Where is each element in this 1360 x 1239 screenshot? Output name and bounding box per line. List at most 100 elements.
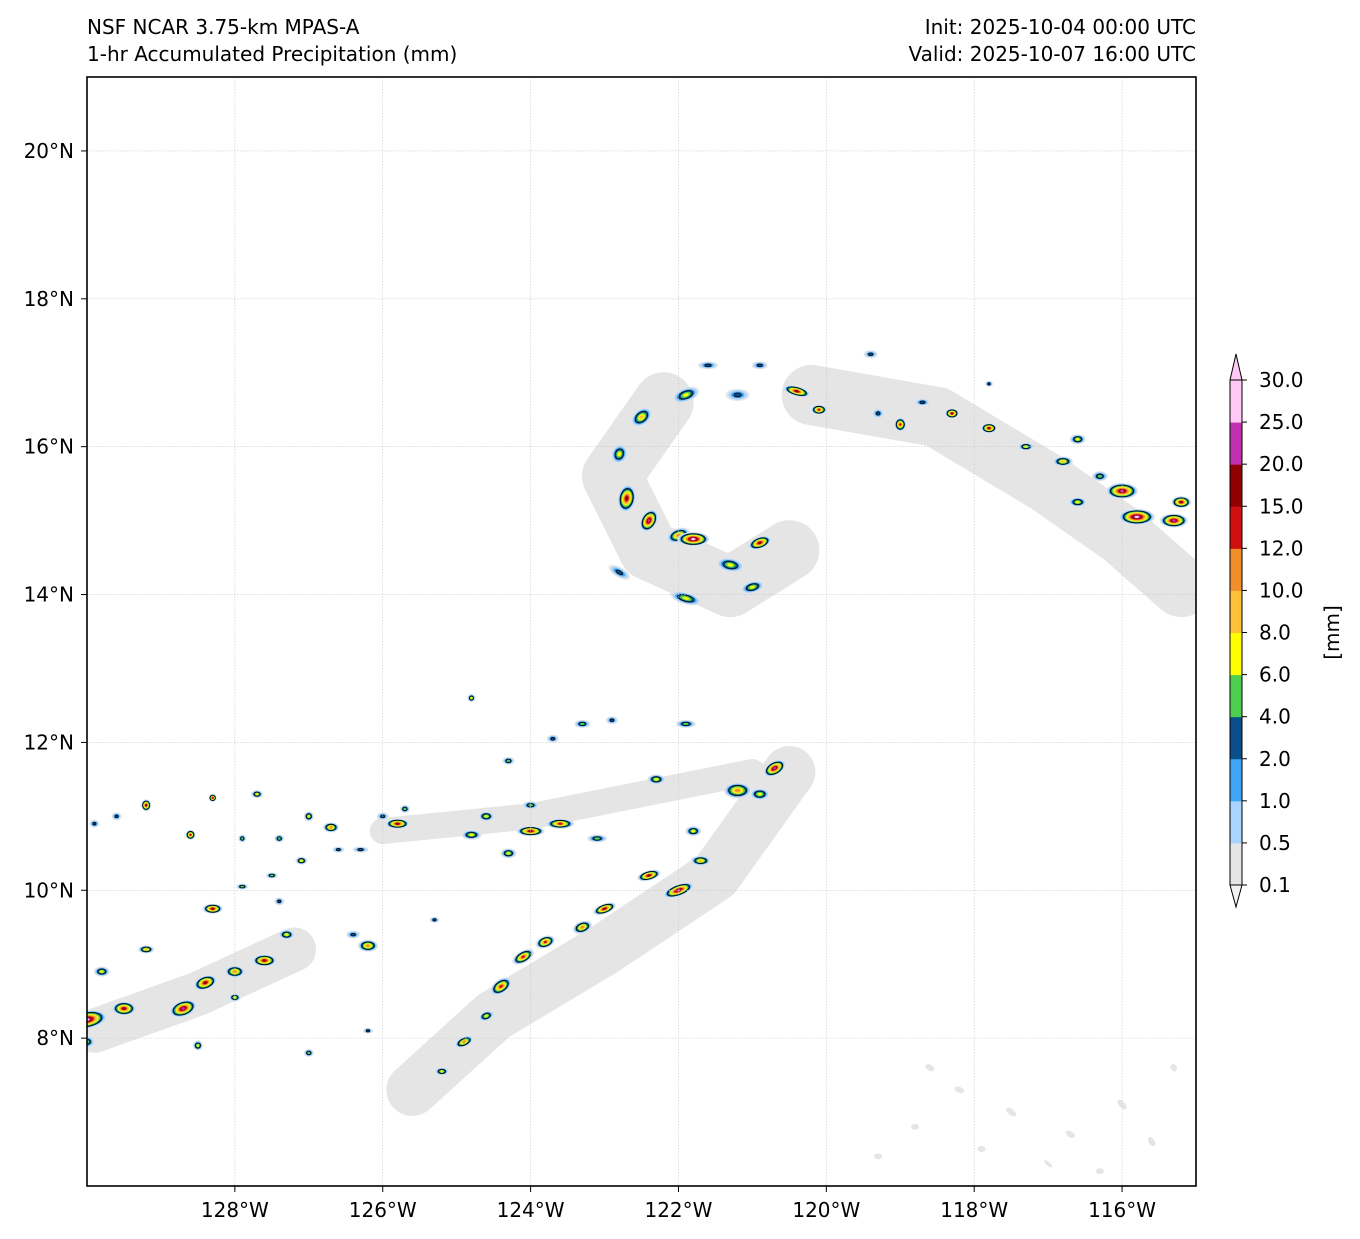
precip-cell [546, 818, 575, 829]
colorbar-tick-label: 4.0 [1259, 705, 1291, 729]
colorbar-tick-label: 10.0 [1259, 578, 1304, 602]
precip-cell [352, 846, 369, 853]
precip-cell [236, 883, 249, 890]
precip-cell [617, 484, 636, 513]
precip-cell [723, 782, 752, 799]
precip-cell [454, 1035, 474, 1049]
precip-cell [500, 848, 517, 859]
precip-cell [322, 822, 339, 833]
precip-cell [637, 869, 661, 882]
precip-cell [980, 423, 997, 434]
precip-cell [111, 1001, 136, 1016]
precip-cell [546, 734, 559, 743]
precip-cell [295, 856, 308, 865]
precip-cell [251, 790, 264, 799]
precip-cell [461, 829, 482, 840]
precip-cell [914, 398, 931, 407]
lon-tick-label: 126°W [349, 1198, 417, 1222]
precip-cell [202, 903, 223, 914]
precip-cell [535, 935, 556, 949]
colorbar-segment [1230, 716, 1242, 760]
precip-cell [357, 939, 378, 952]
precip-cell [1006, 1107, 1017, 1117]
map-frame [86, 76, 1197, 1187]
precip-cell [1117, 1099, 1127, 1110]
precip-cell [1052, 456, 1073, 467]
precip-cell [346, 930, 361, 939]
precip-cell [1068, 497, 1087, 508]
precip-cell [1118, 508, 1155, 525]
colorbar-tick-label: 15.0 [1259, 494, 1304, 518]
precip-cell [252, 954, 277, 967]
precip-cell [587, 834, 608, 843]
precip-cell [522, 801, 539, 810]
precip-cell [332, 846, 345, 853]
precip-cell [303, 811, 314, 822]
precip-cell [399, 804, 410, 813]
colorbar-tick-label: 6.0 [1259, 663, 1291, 687]
precip-cell [1170, 1063, 1178, 1072]
precip-cell [478, 1010, 494, 1022]
precip-cell [467, 694, 476, 703]
precip-cell [698, 361, 719, 370]
precip-cell [274, 834, 285, 843]
light-precip-shield [781, 364, 1196, 618]
light-precip-shield [369, 758, 766, 845]
colorbar-unit-label: [mm] [1320, 605, 1344, 660]
lon-tick-label: 128°W [201, 1198, 269, 1222]
colorbar: 0.1 0.5 1.0 2.0 4.0 6.0 8.0 10.0 12.0 15.0 20.0 25.… [1229, 353, 1344, 909]
precip-cell [169, 999, 197, 1018]
colorbar-segment [1230, 506, 1242, 549]
precip-cell [1017, 442, 1034, 451]
precip-cell [783, 385, 811, 398]
precip-cell [208, 793, 217, 802]
precip-cell [429, 916, 440, 923]
colorbar-tick-label: 20.0 [1259, 452, 1304, 476]
precip-cell [740, 580, 765, 594]
light-precip-shield [581, 372, 820, 618]
colorbar-segment [1230, 380, 1242, 423]
precip-cell [362, 1027, 373, 1034]
precip-cell [141, 799, 152, 812]
lat-tick-label: 16°N [24, 435, 74, 459]
colorbar-tick-label: 0.5 [1259, 831, 1291, 855]
colorbar-segment [1230, 422, 1242, 465]
precip-cell [93, 966, 110, 977]
precip-cell [690, 855, 711, 866]
precip-cell [278, 929, 295, 940]
colorbar-tick-label: 1.0 [1259, 789, 1291, 813]
precip-cell [1091, 471, 1108, 482]
precip-cell [1148, 1137, 1156, 1147]
precip-cell [89, 819, 100, 828]
precip-cell [192, 1040, 203, 1051]
precip-cell [977, 1146, 986, 1153]
lat-tick-label: 10°N [24, 878, 74, 902]
precip-cell [911, 1123, 920, 1130]
precip-cell [185, 829, 196, 840]
precip-cell [87, 1035, 95, 1048]
lat-tick-label: 14°N [24, 583, 74, 607]
colorbar-tick-label: 12.0 [1259, 536, 1304, 560]
valid-time: Valid: 2025-10-07 16:00 UTC [908, 42, 1196, 66]
colorbar-tick-label: 2.0 [1259, 747, 1291, 771]
precip-cell [111, 812, 122, 821]
precip-cell [1065, 1130, 1075, 1138]
precip-cell [925, 1064, 935, 1072]
init-time: Init: 2025-10-04 00:00 UTC [924, 15, 1196, 39]
model-title: NSF NCAR 3.75-km MPAS-A [87, 15, 360, 39]
precip-cell [1095, 1168, 1104, 1175]
precip-cell [677, 532, 710, 547]
precip-cell [685, 826, 702, 837]
precip-cell [193, 974, 217, 991]
colorbar-segment [1230, 800, 1242, 844]
colorbar-tick-label: 25.0 [1259, 410, 1304, 434]
precip-cell [984, 380, 993, 387]
lat-tick-label: 20°N [24, 139, 74, 163]
colorbar-tick-label: 0.1 [1259, 873, 1291, 897]
precip-cell [265, 872, 278, 879]
lon-tick-label: 118°W [940, 1198, 1008, 1222]
precip-cell [385, 818, 410, 829]
precip-cell [894, 417, 907, 432]
precip-cell [945, 408, 960, 419]
precip-cell [572, 920, 592, 934]
